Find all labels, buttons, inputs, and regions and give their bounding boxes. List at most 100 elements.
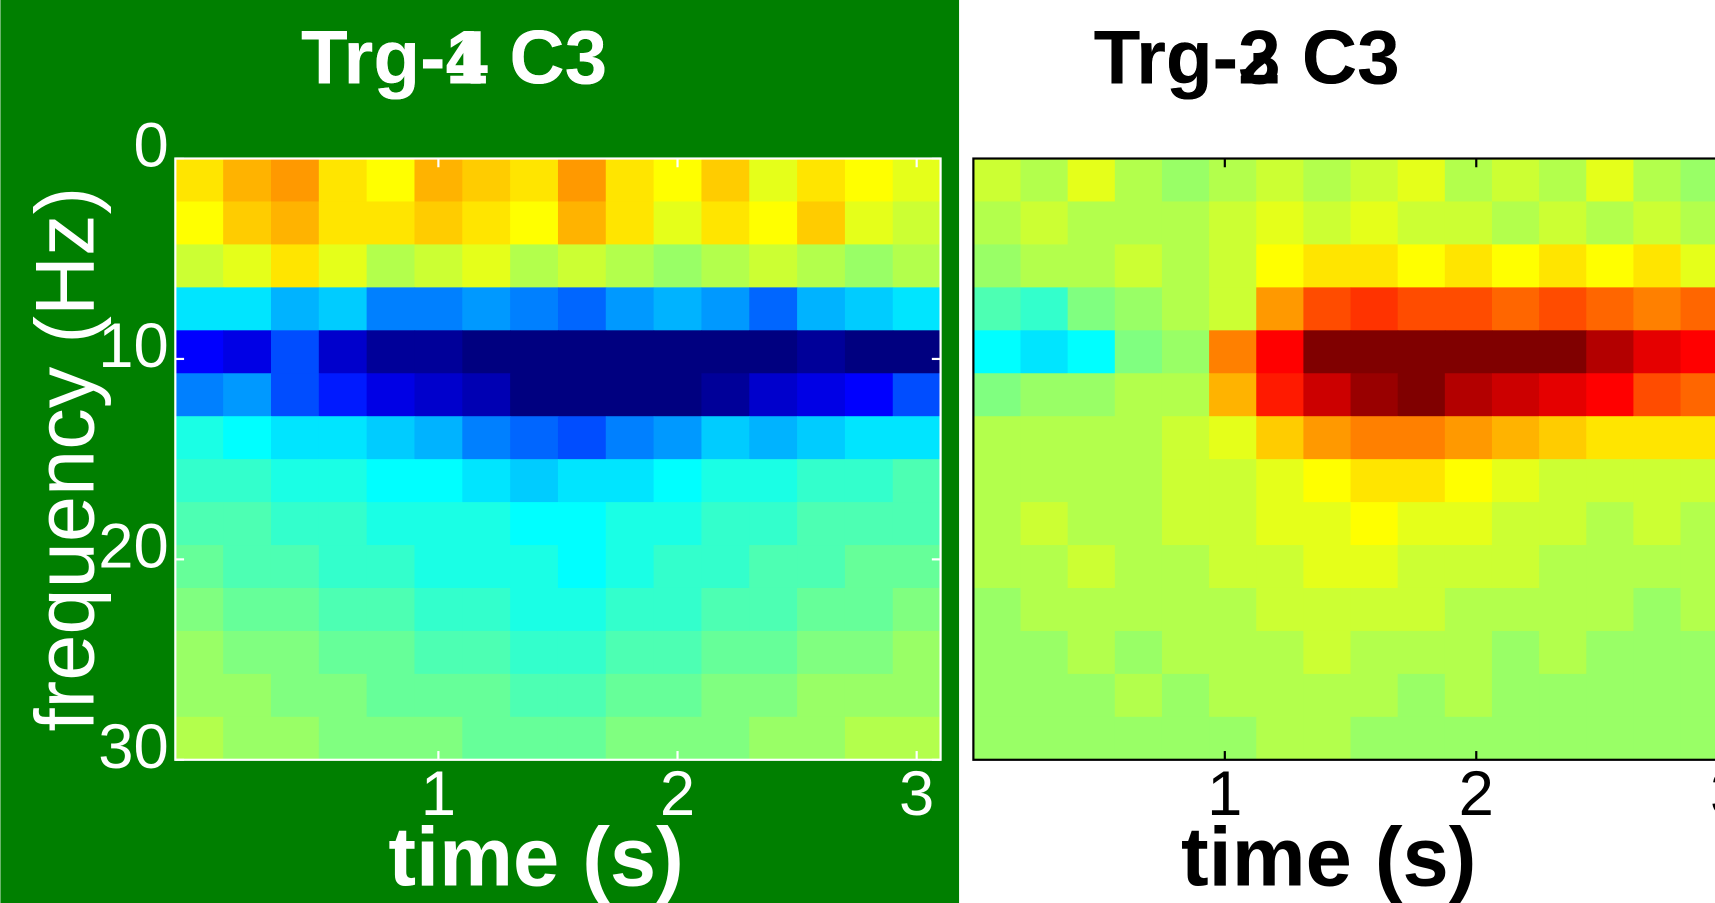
heatmap-cell: [1162, 373, 1210, 417]
heatmap-cell: [414, 416, 462, 460]
heatmap-cell: [1303, 588, 1351, 632]
heatmap-cell: [1445, 459, 1493, 503]
heatmap-cell: [223, 588, 271, 632]
heatmap-cell: [797, 588, 845, 632]
heatmap-cell: [1068, 159, 1116, 203]
heatmap-cell: [462, 545, 510, 589]
heatmap-cell: [223, 459, 271, 503]
heatmap-cell: [606, 201, 654, 245]
heatmap-cell: [1209, 244, 1257, 288]
heatmap-cell: [797, 159, 845, 203]
heatmap-cell: [893, 287, 941, 331]
heatmap-cell: [319, 588, 367, 632]
heatmap-cell: [749, 287, 797, 331]
heatmap-cell: [1068, 631, 1116, 675]
heatmap-cell: [1256, 416, 1304, 460]
heatmap-cell: [1162, 588, 1210, 632]
heatmap-cell: [654, 201, 702, 245]
heatmap-cell: [319, 373, 367, 417]
heatmap-cell: [223, 330, 271, 374]
heatmap-cell: [1586, 631, 1634, 675]
heatmap-cell: [367, 631, 415, 675]
heatmap-cell: [367, 416, 415, 460]
heatmap-cell: [175, 502, 223, 546]
heatmap-cell: [1351, 631, 1399, 675]
heatmap-cell: [845, 201, 893, 245]
heatmap-cell: [1256, 459, 1304, 503]
heatmap-cell: [749, 674, 797, 718]
heatmap-cell: [1633, 287, 1681, 331]
heatmap-cell: [175, 159, 223, 203]
heatmap-cell: [845, 717, 893, 761]
heatmap-cell: [319, 545, 367, 589]
heatmap-cell: [845, 159, 893, 203]
heatmap-cell: [1351, 244, 1399, 288]
heatmap-cell: [558, 373, 606, 417]
heatmap-cell: [510, 416, 558, 460]
heatmap-cell: [893, 416, 941, 460]
heatmap-cell: [1681, 631, 1715, 675]
heatmap-cell: [973, 416, 1021, 460]
heatmap-cell: [1681, 373, 1715, 417]
heatmap-cell: [1633, 459, 1681, 503]
x-tick-label: 3: [899, 759, 934, 829]
heatmap-cell: [973, 244, 1021, 288]
heatmap-cell: [223, 201, 271, 245]
heatmap-cell: [749, 201, 797, 245]
heatmap-cell: [893, 631, 941, 675]
heatmap-cell: [893, 373, 941, 417]
heatmap-cell: [1068, 502, 1116, 546]
heatmap-cell: [1021, 545, 1069, 589]
heatmap-cell: [1303, 201, 1351, 245]
heatmap-cell: [845, 330, 893, 374]
heatmap-cell: [1539, 416, 1587, 460]
heatmap-cell: [462, 159, 510, 203]
heatmap-cell: [1633, 244, 1681, 288]
heatmap-cell: [1445, 330, 1493, 374]
heatmap-cell: [1681, 717, 1715, 761]
heatmap-cell: [1445, 416, 1493, 460]
heatmap-cell: [175, 416, 223, 460]
heatmap-cell: [175, 373, 223, 417]
heatmap-cell: [462, 631, 510, 675]
heatmap-cell: [1351, 287, 1399, 331]
heatmap-cell: [1209, 287, 1257, 331]
heatmap-cell: [797, 373, 845, 417]
heatmap-cell: [654, 588, 702, 632]
heatmap-cell: [1209, 631, 1257, 675]
heatmap-cell: [1351, 416, 1399, 460]
heatmap-cell: [1539, 459, 1587, 503]
heatmap-cell: [1068, 201, 1116, 245]
heatmap-cell: [1021, 201, 1069, 245]
heatmap-cell: [462, 459, 510, 503]
heatmap-cell: [1633, 159, 1681, 203]
heatmap-cell: [1445, 631, 1493, 675]
heatmap-cell: [1539, 588, 1587, 632]
heatmap-cell: [1209, 373, 1257, 417]
heatmap-cell: [414, 201, 462, 245]
heatmap-cell: [1068, 459, 1116, 503]
heatmap-cell: [175, 717, 223, 761]
heatmap-cell: [1539, 717, 1587, 761]
heatmap-cell: [175, 244, 223, 288]
heatmap-cell: [271, 330, 319, 374]
heatmap-cell: [1445, 159, 1493, 203]
heatmap-cell: [1162, 459, 1210, 503]
heatmap-cell: [1398, 159, 1446, 203]
heatmap-cell: [1162, 244, 1210, 288]
heatmap-cell: [1586, 373, 1634, 417]
heatmap-cell: [701, 373, 749, 417]
heatmap-cell: [606, 631, 654, 675]
heatmap-cell: [1209, 502, 1257, 546]
heatmap-cell: [1351, 545, 1399, 589]
heatmap-cell: [558, 330, 606, 374]
heatmap-cell: [414, 459, 462, 503]
heatmap-cell: [1492, 717, 1540, 761]
heatmap-cell: [654, 373, 702, 417]
heatmap-cell: [1445, 373, 1493, 417]
heatmap-cell: [319, 674, 367, 718]
heatmap-cell: [1303, 502, 1351, 546]
heatmap-cell: [845, 631, 893, 675]
heatmap-cell: [1351, 373, 1399, 417]
heatmap-cell: [271, 244, 319, 288]
